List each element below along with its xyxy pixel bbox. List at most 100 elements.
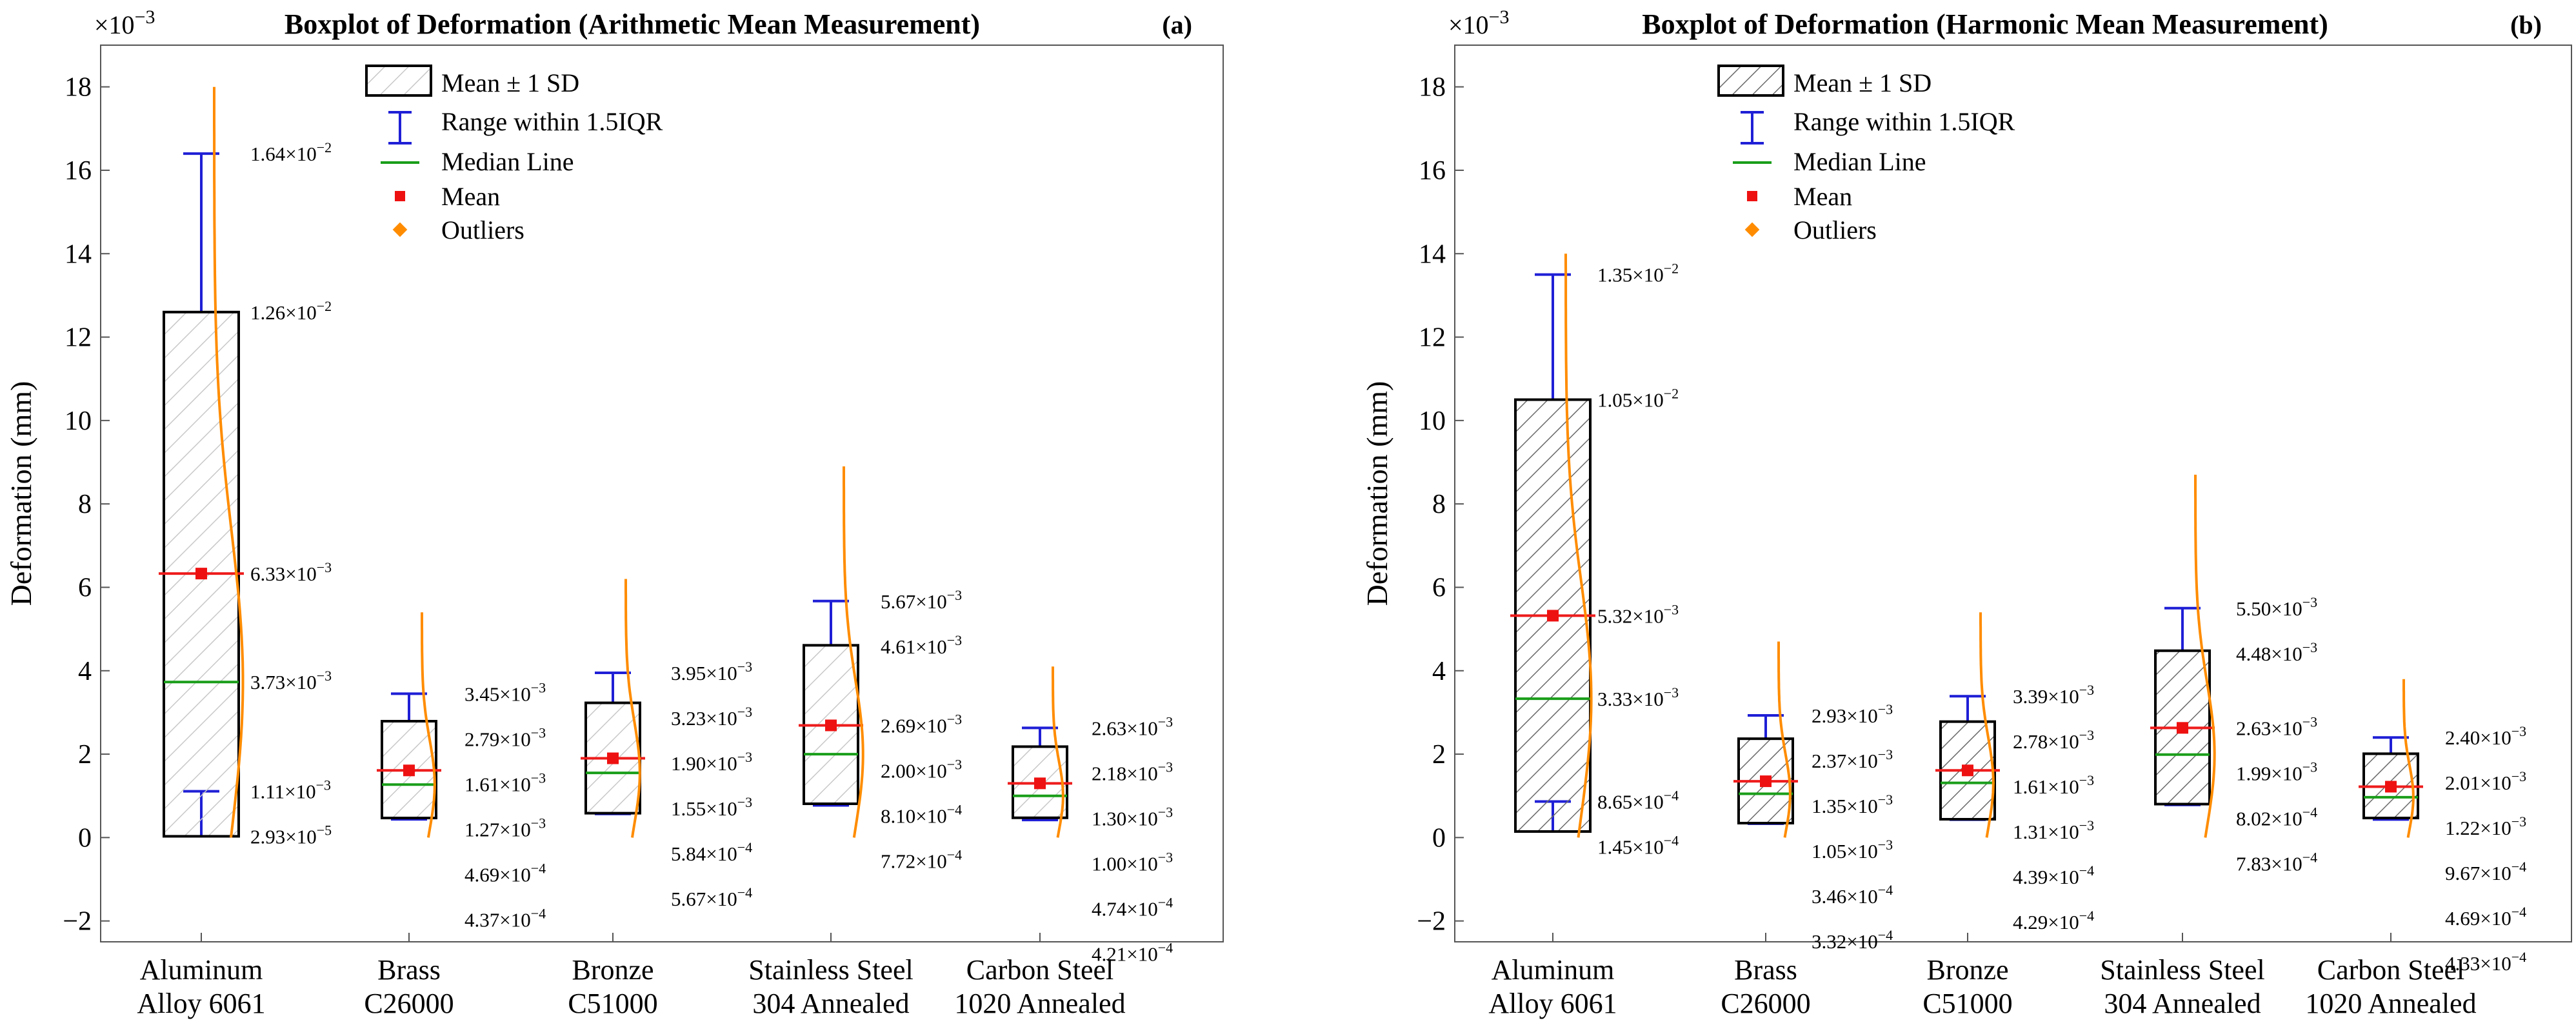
value-label: 1.99×10−3 [2236, 759, 2317, 784]
x-tick-label: Bronze [572, 954, 654, 986]
value-label: 1.61×10−3 [464, 770, 546, 795]
legend: Mean ± 1 SD Range within 1.5IQR Median Lin… [1717, 65, 2015, 244]
box-group: 3.95×10−3 3.23×10−3 1.90×10−3 1.55×10−3 5.84… [581, 579, 752, 910]
y-tick-label: −2 [1417, 907, 1446, 937]
y-tick-label: 16 [1419, 156, 1446, 186]
mean-marker [1547, 610, 1559, 622]
plot-frame [1454, 45, 2572, 942]
value-label: 4.37×10−4 [464, 905, 546, 931]
x-tick-label: Carbon Steel [966, 954, 1114, 986]
x-tick-label: 1020 Annealed [2305, 988, 2476, 1019]
value-label: 2.93×10−5 [250, 822, 332, 848]
value-label: 4.29×10−4 [2013, 908, 2094, 933]
mean-marker [195, 568, 207, 580]
legend-label-range: Range within 1.5IQR [441, 107, 663, 136]
value-label: 1.61×10−3 [2013, 772, 2094, 798]
x-tick-label: Aluminum [140, 954, 263, 986]
box-group: 3.39×10−3 2.78×10−3 1.61×10−3 1.31×10−3 4.39… [1935, 612, 2094, 933]
y-axis-title: Deformation (mm) [5, 381, 37, 606]
value-label: 5.67×10−3 [881, 587, 962, 613]
panel-tag: (a) [1162, 10, 1192, 39]
value-label: 3.39×10−3 [2013, 682, 2094, 708]
x-tick-label: Stainless Steel [2100, 954, 2264, 986]
plot-frame [100, 45, 1224, 942]
legend-box-swatch [1717, 65, 1784, 97]
x-tick-label: Brass [377, 954, 441, 986]
value-label: 5.50×10−3 [2236, 594, 2317, 620]
value-label: 2.69×10−3 [881, 711, 962, 737]
distribution-curve [843, 466, 864, 838]
legend-outlier-swatch [1744, 222, 1760, 237]
legend-mean-swatch [1747, 191, 1757, 201]
value-label: 1.27×10−3 [464, 815, 546, 841]
value-label: 4.39×10−4 [2013, 862, 2094, 888]
box-group: 2.63×10−3 2.18×10−3 1.30×10−3 1.00×10−3 4.74… [1008, 666, 1173, 965]
legend-label-range: Range within 1.5IQR [1793, 107, 2015, 136]
x-tick-label: Brass [1734, 954, 1797, 986]
value-label: 3.45×10−3 [464, 679, 546, 705]
y-tick-label: 0 [1432, 823, 1446, 853]
y-tick-label: 16 [65, 156, 92, 186]
x-tick-label: C51000 [1922, 988, 2012, 1019]
y-tick-label: 6 [78, 573, 92, 603]
x-tick-label: C26000 [1721, 988, 1810, 1019]
value-label: 1.00×10−3 [1092, 849, 1173, 875]
value-label: 1.11×10−3 [250, 777, 331, 803]
value-label: 8.10×10−4 [881, 801, 962, 827]
value-label: 1.22×10−3 [2445, 813, 2526, 839]
value-label: 8.02×10−4 [2236, 804, 2317, 830]
axis-multiplier: ×10−3 [1448, 6, 1509, 39]
y-axis-title: Deformation (mm) [1361, 381, 1393, 606]
x-tick-label: 1020 Annealed [954, 988, 1125, 1019]
box-group: 5.50×10−3 4.48×10−3 2.63×10−3 1.99×10−3 8.02… [2150, 474, 2317, 875]
value-label: 3.95×10−3 [671, 659, 752, 684]
value-label: 1.05×10−2 [1597, 386, 1679, 412]
value-label: 3.73×10−3 [250, 668, 332, 693]
value-label: 4.69×10−4 [2445, 904, 2526, 930]
x-tick-label: Alloy 6061 [1488, 988, 1617, 1019]
y-tick-label: 4 [78, 657, 92, 686]
legend-label-mean: Mean [441, 182, 500, 211]
distribution-curve [2402, 679, 2415, 838]
mean-marker [825, 719, 837, 732]
box-group: 5.67×10−3 4.61×10−3 2.69×10−3 2.00×10−3 8.10… [799, 466, 962, 872]
value-label: 1.26×10−2 [250, 298, 332, 324]
value-label: 7.72×10−4 [881, 846, 962, 872]
value-label: 4.21×10−4 [1092, 939, 1173, 965]
mean-marker [1760, 775, 1772, 788]
value-label: 4.74×10−4 [1092, 894, 1173, 920]
legend-label-median: Median Line [1793, 147, 1926, 176]
value-label: 2.40×10−3 [2445, 723, 2526, 749]
distribution-curve [1777, 641, 1792, 838]
legend-mean-swatch [395, 191, 405, 201]
value-label: 3.33×10−3 [1597, 684, 1679, 710]
value-label: 1.64×10−2 [250, 139, 332, 165]
box-group: 1.35×10−2 1.05×10−2 5.32×10−3 3.33×10−3 8.65… [1510, 254, 1679, 858]
mean-marker [1962, 764, 1973, 777]
y-tick-label: 8 [78, 490, 92, 519]
value-label: 4.33×10−4 [2445, 949, 2526, 975]
x-tick-label: Alloy 6061 [137, 988, 265, 1019]
mean-marker [2177, 722, 2188, 734]
box-group: 2.93×10−3 2.37×10−3 1.35×10−3 1.05×10−3 3.46… [1733, 641, 1893, 953]
value-label: 4.69×10−4 [464, 860, 546, 886]
chart-title: Boxplot of Deformation (Arithmetic Mean … [285, 8, 980, 40]
value-label: 5.84×10−4 [671, 839, 752, 865]
value-label: 8.65×10−4 [1597, 787, 1679, 813]
legend-label-outliers: Outliers [1793, 215, 1877, 244]
value-label: 2.63×10−3 [2236, 713, 2317, 739]
value-label: 1.31×10−3 [2013, 817, 2094, 843]
value-label: 5.32×10−3 [1597, 601, 1679, 627]
mean-marker [1034, 777, 1046, 790]
x-tick-label: C26000 [364, 988, 454, 1019]
value-label: 6.33×10−3 [250, 559, 332, 585]
x-tick-label: Bronze [1926, 954, 2008, 986]
value-label: 2.18×10−3 [1092, 759, 1173, 784]
y-tick-label: 12 [65, 323, 92, 353]
distribution-curve [1979, 612, 1995, 838]
legend-label-mean: Mean [1793, 182, 1852, 211]
value-label: 4.48×10−3 [2236, 639, 2317, 665]
value-label: 2.00×10−3 [881, 756, 962, 782]
value-label: 3.46×10−4 [1812, 882, 1893, 908]
axis-multiplier: ×10−3 [94, 6, 155, 39]
